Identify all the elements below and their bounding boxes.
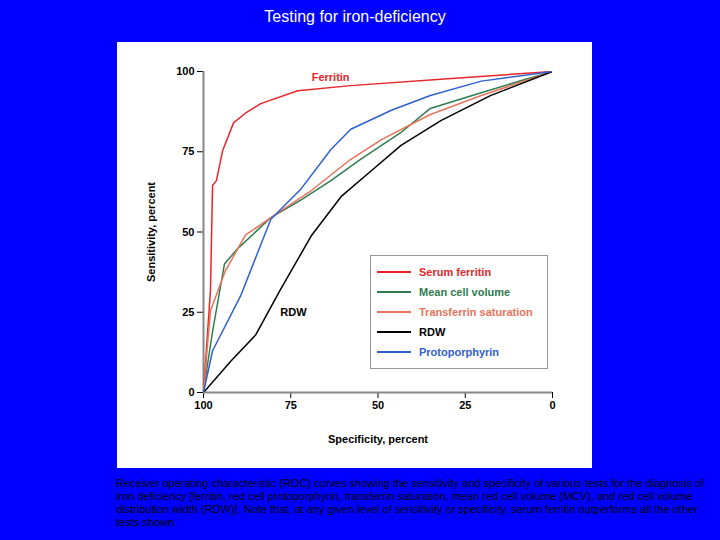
svg-text:100: 100	[194, 399, 212, 411]
html-text:Receiver operating characteris: Receiver operating characteristic (ROC) …	[116, 477, 705, 528]
html-text:Mean cell volume: Mean cell volume	[419, 286, 511, 298]
svg-text:Specificity, percent: Specificity, percent	[328, 433, 428, 445]
html-text:Testing for iron-deficiency: Testing for iron-deficiency	[264, 8, 446, 25]
svg-text:50: 50	[372, 399, 384, 411]
svg-text:75: 75	[182, 145, 194, 157]
svg-text:25: 25	[182, 306, 194, 318]
svg-text:RDW: RDW	[280, 306, 307, 318]
svg-text:75: 75	[285, 399, 297, 411]
svg-text:0: 0	[188, 386, 194, 398]
svg-text:100: 100	[176, 65, 194, 77]
svg-text:25: 25	[459, 399, 471, 411]
html-text:Protoporphyrin: Protoporphyrin	[419, 346, 500, 358]
html-text:Serum ferritin: Serum ferritin	[419, 266, 492, 278]
html-text:Transferrin saturation: Transferrin saturation	[419, 306, 533, 318]
svg-text:Sensitivity, percent: Sensitivity, percent	[145, 182, 157, 282]
svg-text:50: 50	[182, 226, 194, 238]
html-text:RDW: RDW	[419, 326, 446, 338]
svg-text:Ferritin: Ferritin	[312, 71, 350, 83]
svg-text:0: 0	[549, 399, 555, 411]
